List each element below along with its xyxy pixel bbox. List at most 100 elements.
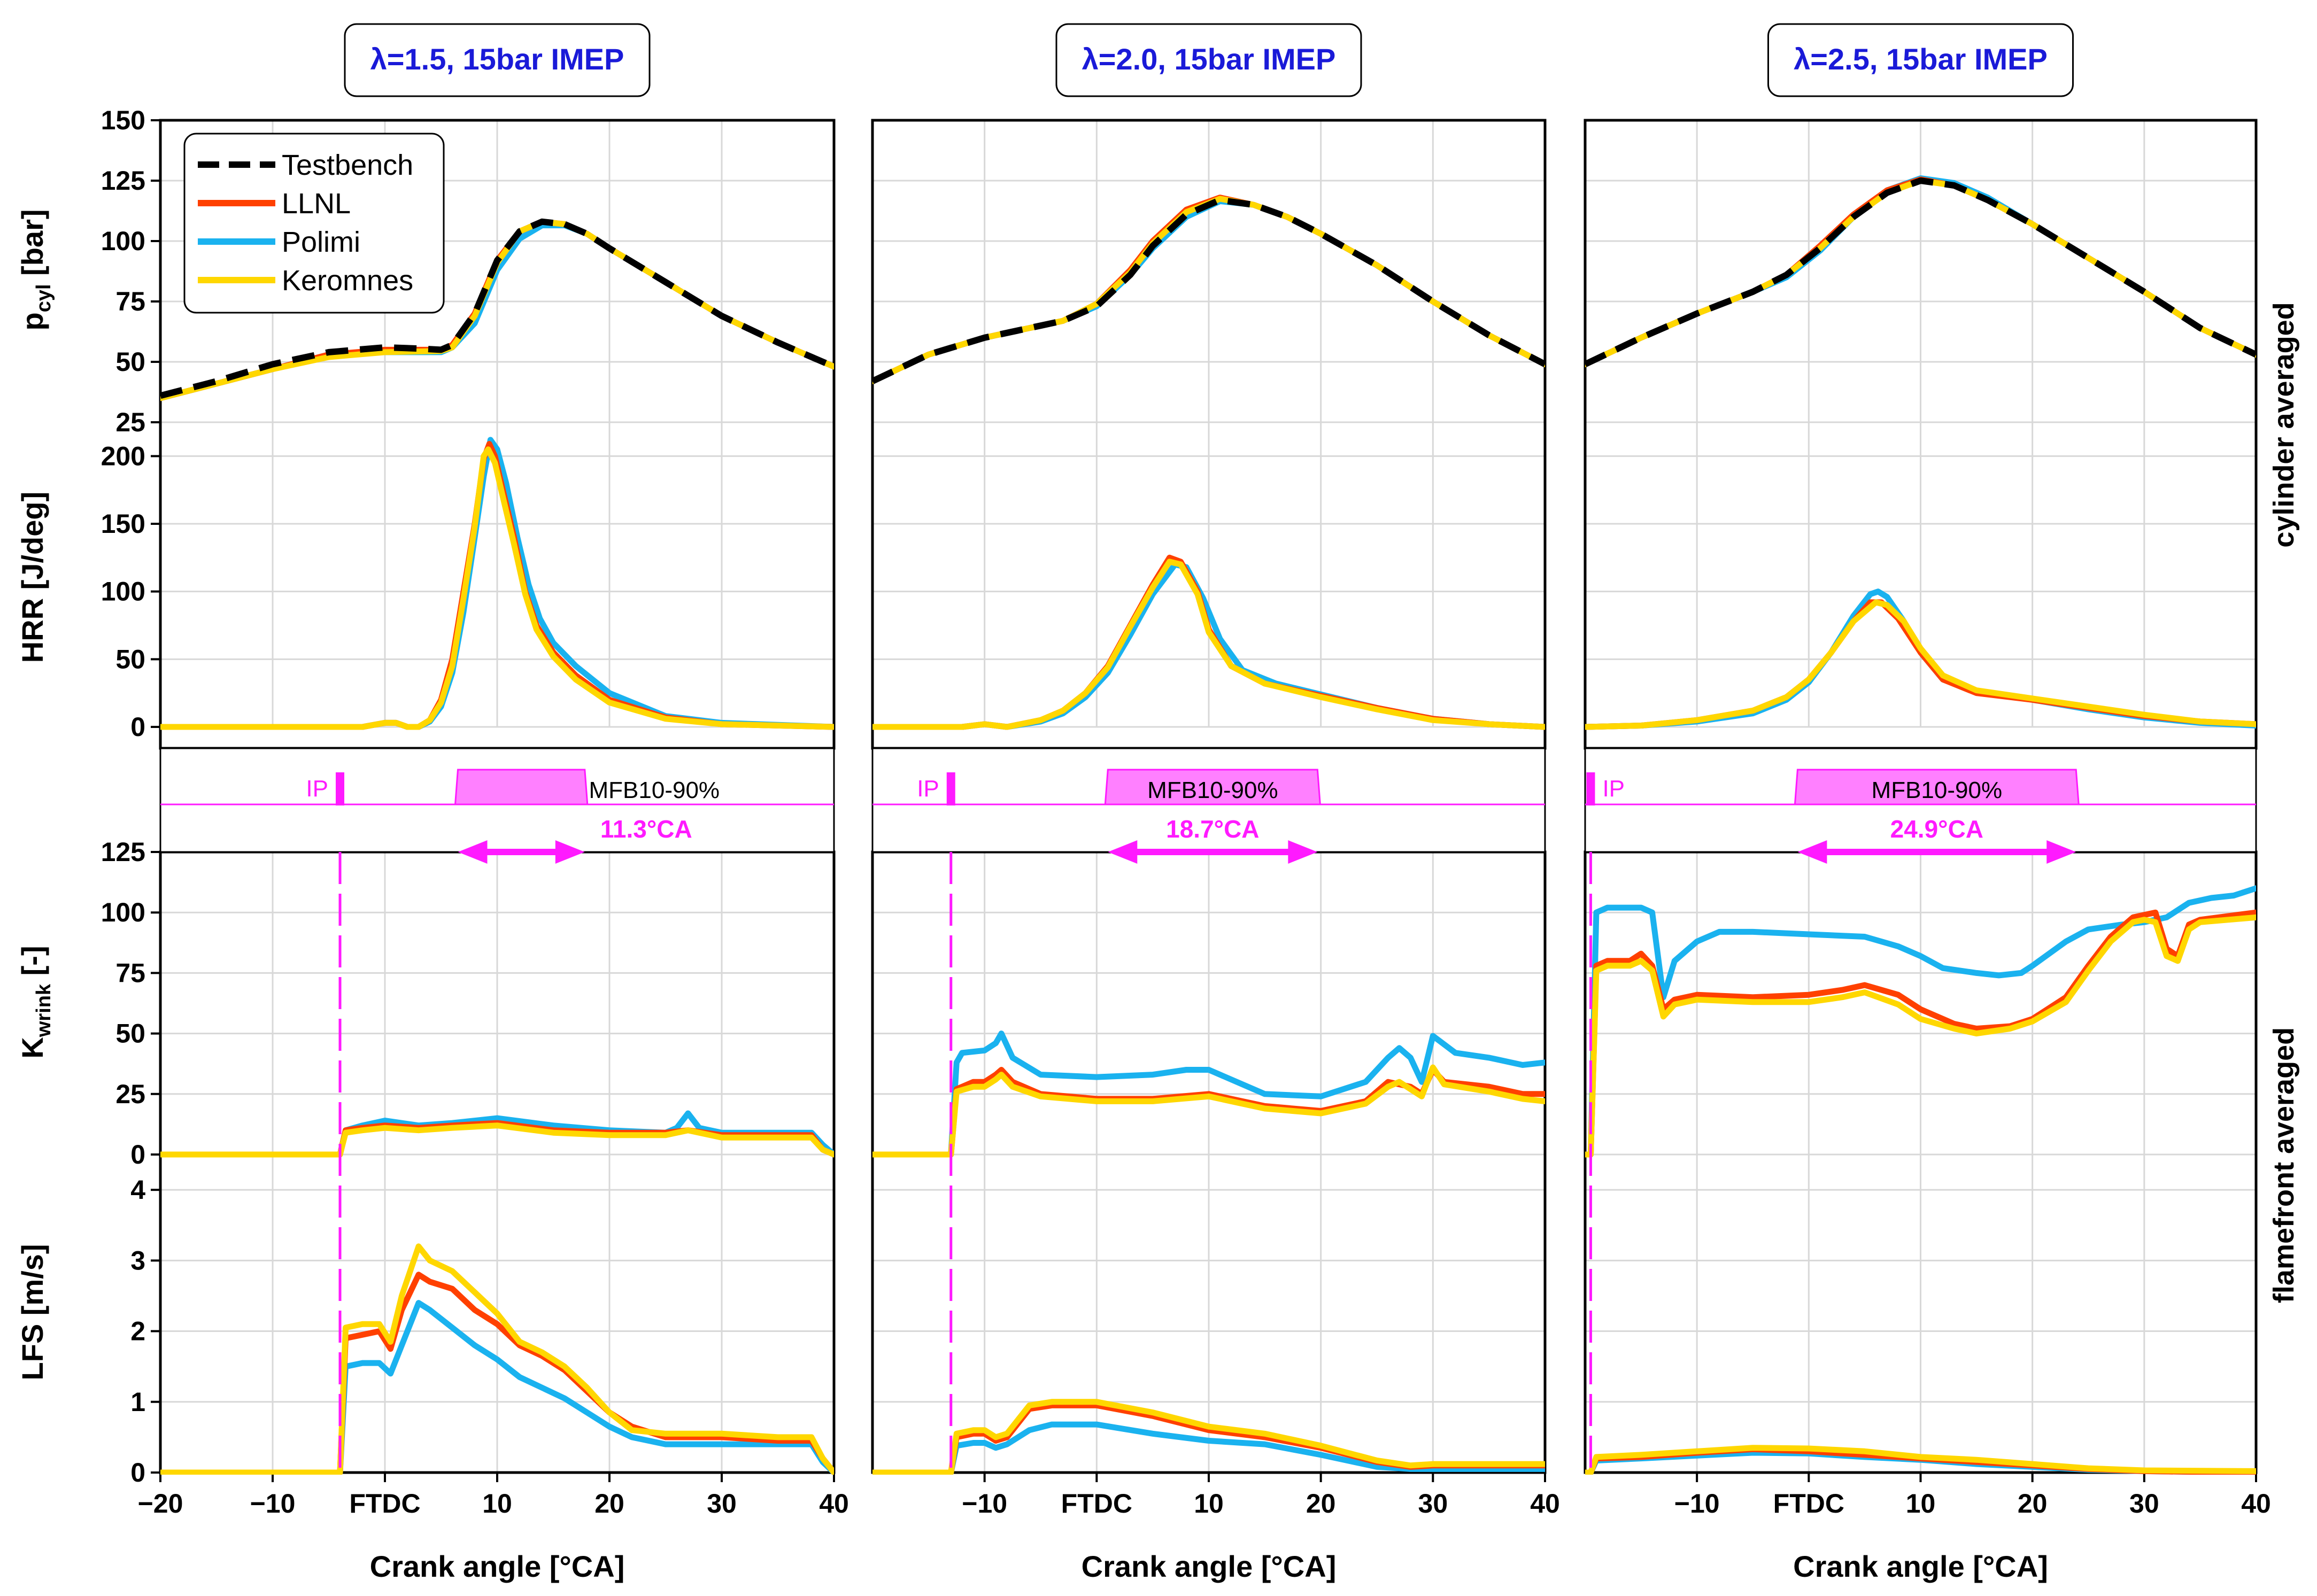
kw-axis-label-unit: [-] — [16, 946, 49, 984]
panel-title-box — [344, 23, 651, 97]
x-axis-label: Crank angle [°CA] — [370, 1549, 625, 1583]
kw-series-keromnes — [872, 1064, 1545, 1158]
y-tick-label: 150 — [101, 509, 145, 539]
mfb-bar — [1794, 769, 2080, 805]
pcyl-axis-label-unit: [bar] — [16, 209, 49, 284]
ip-marker — [336, 772, 344, 805]
mfb-label: MFB10-90% — [589, 777, 720, 803]
y-tick-label: 100 — [101, 897, 145, 927]
hrr-axis-label: HRR [J/deg] — [16, 492, 49, 663]
panel-title: λ=1.5, 15bar IMEP — [370, 42, 624, 76]
y-tick-label: 150 — [101, 105, 145, 135]
y-tick-label: 0 — [130, 1458, 145, 1487]
lfs-series-polimi — [160, 1300, 834, 1475]
ip-label: IP — [306, 776, 328, 802]
panel-title: λ=2.5, 15bar IMEP — [1794, 42, 2048, 76]
arrow-head-right — [1288, 840, 1318, 864]
ip-label: IP — [917, 776, 939, 802]
arrow-head-left — [1108, 840, 1138, 864]
x-axis-label: Crank angle [°CA] — [1082, 1549, 1337, 1583]
legend-box — [183, 133, 445, 314]
x-tick-label: 10 — [1194, 1489, 1224, 1518]
x-tick-label: 40 — [1530, 1489, 1560, 1518]
y-tick-label: 100 — [101, 577, 145, 607]
x-tick-label: 30 — [1418, 1489, 1448, 1518]
y-tick-label: 200 — [101, 441, 145, 471]
x-tick-label: 20 — [1306, 1489, 1336, 1518]
y-tick-label: 25 — [115, 407, 145, 437]
x-tick-label: 30 — [707, 1489, 737, 1518]
mfb-bar — [454, 769, 589, 805]
y-tick-label: 2 — [130, 1316, 145, 1346]
kw-series-keromnes — [1585, 914, 2256, 1158]
pcyl-series-testbench — [1585, 177, 2256, 367]
y-tick-label: 75 — [115, 286, 145, 316]
mfb-label: MFB10-90% — [1872, 777, 2003, 803]
lfs-series-llnl — [160, 1272, 834, 1475]
arrow-head-left — [1797, 840, 1827, 864]
arrow-head-left — [458, 840, 488, 864]
ip-label: IP — [1602, 776, 1625, 802]
lfs-series-keromnes — [872, 1399, 1545, 1475]
y-tick-label: 3 — [130, 1245, 145, 1275]
lfs-series-keromnes — [1585, 1445, 2256, 1475]
mfb-label: MFB10-90% — [1147, 777, 1278, 803]
legend-label: Keromnes — [282, 265, 413, 297]
pcyl-axis-label-main: p — [16, 312, 49, 330]
x-tick-label: −10 — [250, 1489, 296, 1518]
arrow-head-right — [555, 840, 585, 864]
kw-series-keromnes — [160, 1122, 834, 1158]
kw-series-llnl — [1585, 909, 2256, 1158]
lfs-series-keromnes — [160, 1243, 834, 1475]
x-tick-label: 40 — [819, 1489, 849, 1518]
y-tick-label: 75 — [115, 958, 145, 988]
y-tick-label: 100 — [101, 226, 145, 256]
kw-axis-label-sub: wrink — [33, 983, 55, 1037]
legend-label: LLNL — [282, 188, 351, 220]
legend-label: Polimi — [282, 226, 360, 258]
x-tick-label: 30 — [2129, 1489, 2159, 1518]
mfb-bar — [1104, 769, 1321, 805]
pcyl-axis-label: pcyl [bar] — [16, 209, 55, 330]
burn-duration-label: 18.7°CA — [1166, 815, 1259, 843]
y-tick-label: 0 — [130, 712, 145, 742]
burn-duration-label: 24.9°CA — [1890, 815, 1983, 843]
x-tick-label: FTDC — [1061, 1489, 1132, 1518]
x-tick-label: −20 — [138, 1489, 183, 1518]
x-tick-label: 10 — [482, 1489, 512, 1518]
x-tick-label: 20 — [2018, 1489, 2048, 1518]
burn-duration-label: 11.3°CA — [600, 815, 692, 843]
y-tick-label: 50 — [115, 1019, 145, 1049]
pcyl-axis-label-sub: cyl — [33, 284, 55, 312]
y-tick-label: 125 — [101, 166, 145, 196]
arrow-head-right — [2046, 840, 2076, 864]
y-tick-label: 50 — [115, 347, 145, 377]
panel-title-box — [1055, 23, 1362, 97]
y-tick-label: 50 — [115, 644, 145, 674]
y-tick-label: 4 — [130, 1175, 145, 1205]
panel-title-box — [1767, 23, 2074, 97]
y-tick-label: 1 — [130, 1387, 145, 1417]
x-tick-label: 10 — [1906, 1489, 1936, 1518]
pcyl-series-testbench — [872, 197, 1545, 384]
hrr-series-keromnes — [160, 446, 834, 730]
x-tick-label: 20 — [594, 1489, 624, 1518]
x-tick-label: −10 — [1674, 1489, 1720, 1518]
x-axis-label: Crank angle [°CA] — [1793, 1549, 2048, 1583]
hrr-series-keromnes — [872, 559, 1545, 730]
legend-label: Testbench — [282, 149, 413, 181]
kw-series-polimi — [872, 1031, 1545, 1158]
x-tick-label: 40 — [2241, 1489, 2271, 1518]
kw-axis-label: Kwrink [-] — [16, 946, 55, 1058]
y-tick-label: 125 — [101, 837, 145, 867]
pcyl-series-testbench — [160, 218, 834, 399]
x-tick-label: FTDC — [349, 1489, 420, 1518]
ip-marker — [946, 772, 955, 805]
y-tick-label: 0 — [130, 1140, 145, 1169]
lfs-axis-label: LFS [m/s] — [16, 1244, 49, 1380]
x-tick-label: −10 — [962, 1489, 1007, 1518]
panel-title: λ=2.0, 15bar IMEP — [1082, 42, 1336, 76]
cylinder-averaged-label: cylinder averaged — [2268, 302, 2300, 547]
flamefront-averaged-label: flamefront averaged — [2268, 1027, 2300, 1303]
